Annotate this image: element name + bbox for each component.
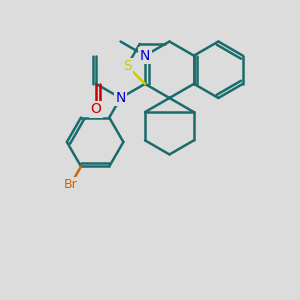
Text: Br: Br: [64, 178, 77, 191]
Text: O: O: [91, 102, 101, 116]
Text: N: N: [116, 91, 126, 105]
Text: N: N: [140, 49, 150, 63]
Text: S: S: [123, 59, 131, 73]
